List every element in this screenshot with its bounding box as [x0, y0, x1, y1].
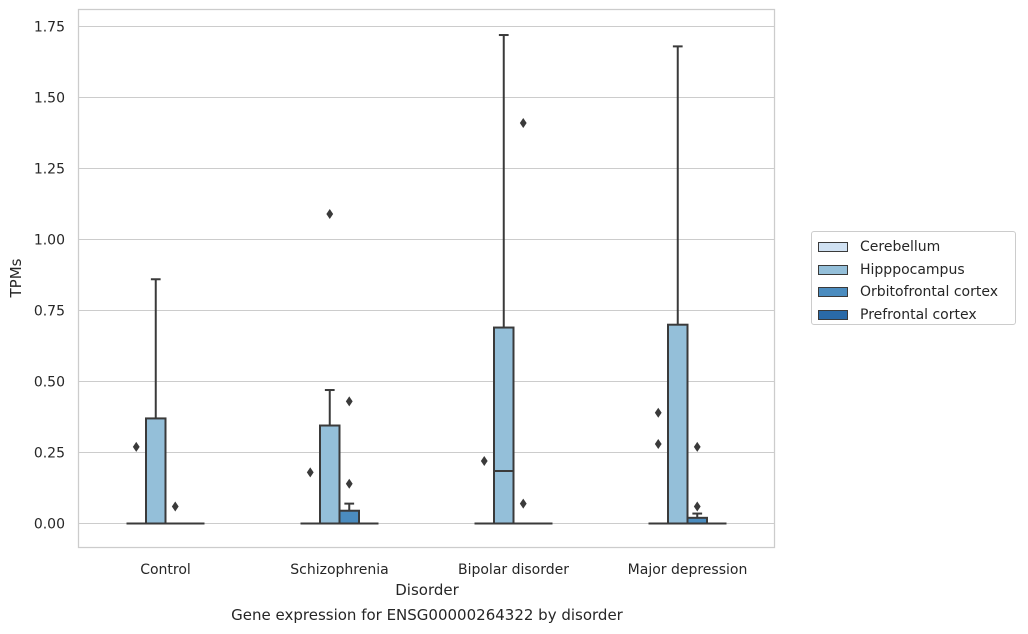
- boxes-layer: [126, 34, 727, 525]
- y-tick-label: 0.00: [34, 517, 65, 533]
- legend-swatch: [818, 309, 848, 320]
- y-tick-label: 1.25: [34, 162, 65, 178]
- legend-label: Cerebellum: [860, 239, 941, 256]
- legend-swatch: [818, 264, 848, 275]
- box-body: [145, 417, 167, 525]
- legend-swatch: [818, 287, 848, 298]
- x-tick-label: Schizophrenia: [290, 562, 388, 578]
- outlier-point: [693, 501, 701, 512]
- box-hipppocampus: [319, 208, 341, 525]
- box-hipppocampus: [667, 45, 689, 525]
- legend-label: Prefrontal cortex: [860, 306, 977, 323]
- y-axis-label: TPMs: [7, 258, 25, 298]
- outlier-point: [480, 456, 488, 467]
- legend-item: Cerebellum: [818, 236, 1015, 259]
- outlier-point: [519, 118, 527, 129]
- outlier-point: [345, 478, 353, 489]
- y-tick-label: 1.00: [34, 233, 65, 249]
- y-axis-ticks: 0.00 0.25 0.50 0.75 1.00 1.25 1.50 1.75: [34, 20, 65, 533]
- box-body: [667, 323, 689, 525]
- legend-swatch: [818, 242, 848, 253]
- box-body: [319, 424, 341, 525]
- y-tick-label: 1.50: [34, 91, 65, 107]
- legend-item: Orbitofrontal cortex: [818, 281, 1015, 304]
- legend-item: Hipppocampus: [818, 259, 1015, 282]
- legend: Cerebellum Hipppocampus Orbitofrontal cort…: [811, 231, 1016, 325]
- y-tick-label: 1.75: [34, 20, 65, 36]
- y-tick-label: 0.75: [34, 304, 65, 320]
- box-hipppocampus: [145, 278, 167, 525]
- y-tick-label: 0.25: [34, 446, 65, 462]
- outlier-point: [326, 208, 334, 219]
- legend-label: Orbitofrontal cortex: [860, 284, 998, 301]
- outlier-point: [654, 438, 662, 449]
- x-tick-label: Control: [140, 562, 191, 578]
- x-tick-label: Bipolar disorder: [458, 562, 569, 578]
- box-orbitofrontal-cortex: [686, 441, 708, 525]
- box-cerebellum: [126, 441, 146, 525]
- box-hipppocampus: [493, 34, 515, 525]
- y-tick-label: 0.50: [34, 375, 65, 391]
- plot-area: [77, 8, 776, 549]
- outlier-point: [171, 501, 179, 512]
- legend-item: Prefrontal cortex: [818, 304, 1015, 327]
- outlier-point: [519, 498, 527, 509]
- box-orbitofrontal-cortex: [338, 396, 360, 525]
- x-tick-label: Major depression: [628, 562, 748, 578]
- outlier-point: [693, 441, 701, 452]
- outlier-point: [345, 396, 353, 407]
- box-orbitofrontal-cortex: [165, 501, 185, 525]
- box-body: [338, 509, 360, 525]
- legend-label: Hipppocampus: [860, 261, 965, 278]
- outlier-point: [654, 407, 662, 418]
- box-cerebellum: [648, 407, 668, 525]
- chart-caption: Gene expression for ENSG00000264322 by d…: [231, 606, 623, 624]
- x-axis-ticks: Control Schizophrenia Bipolar disorder Majo…: [140, 562, 747, 578]
- box-body: [493, 326, 515, 525]
- box-orbitofrontal-cortex: [513, 118, 533, 525]
- box-cerebellum: [300, 467, 320, 525]
- x-axis-label: Disorder: [395, 581, 459, 599]
- outlier-point: [132, 441, 140, 452]
- outlier-point: [306, 467, 314, 478]
- box-cerebellum: [474, 456, 494, 525]
